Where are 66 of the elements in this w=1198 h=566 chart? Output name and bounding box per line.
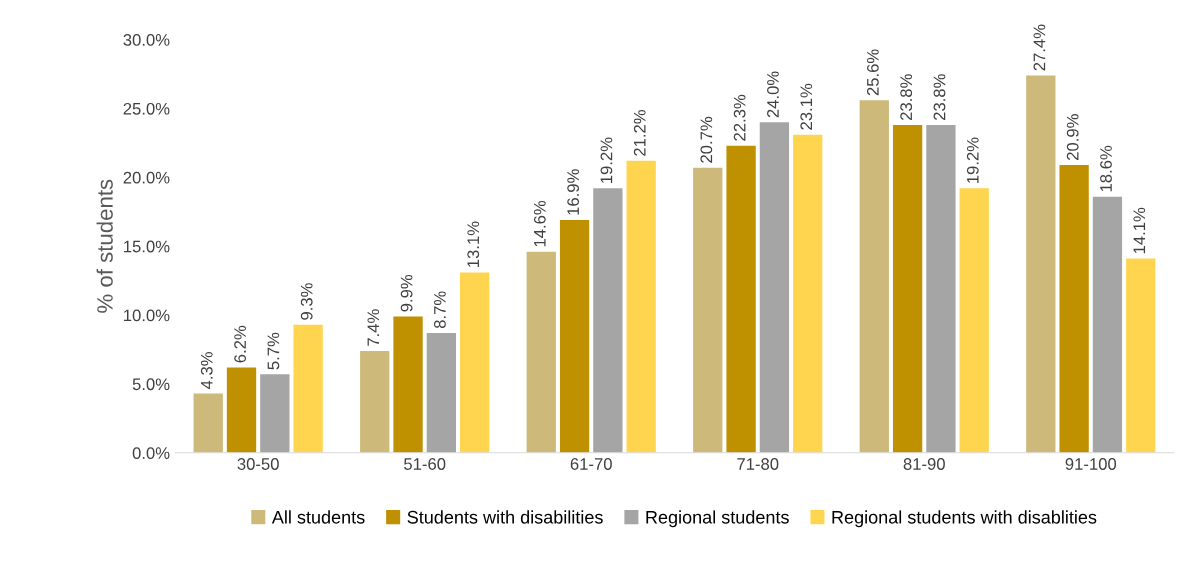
bar [559, 220, 590, 453]
data-label: 18.6% [1100, 145, 1112, 192]
bar [859, 100, 889, 453]
x-tick-label: 30-50 [237, 458, 279, 470]
y-tick-label: 25.0% [123, 102, 170, 115]
bar [293, 324, 323, 453]
legend-label: Students with disabilities [407, 510, 603, 524]
data-label: 24.0% [767, 71, 779, 118]
data-label: 5.7% [267, 332, 280, 370]
bar [593, 188, 623, 453]
bar [526, 251, 556, 453]
bar [1026, 75, 1056, 453]
bar [360, 350, 390, 453]
data-label: 20.9% [1066, 114, 1079, 160]
bar [1059, 164, 1089, 453]
data-label: 22.3% [733, 94, 746, 141]
x-tick-label: 91-100 [1065, 458, 1117, 470]
data-label: 20.7% [700, 116, 713, 163]
bar [260, 374, 290, 453]
bar [693, 167, 723, 453]
data-label: 23.1% [800, 83, 813, 130]
data-label: 16.9% [567, 169, 580, 215]
bar [626, 160, 656, 453]
data-label: 13.1% [467, 221, 480, 267]
data-label: 9.9% [400, 274, 413, 312]
y-tick-label: 15.0% [124, 240, 170, 253]
data-label: 27.4% [1033, 24, 1046, 71]
data-label: 19.2% [966, 137, 979, 183]
data-label: 6.2% [234, 325, 246, 363]
bar [892, 125, 923, 453]
data-label: 7.4% [367, 309, 380, 346]
data-label: 23.8% [933, 74, 946, 121]
bar [226, 367, 257, 453]
y-tick-label: 5.0% [132, 378, 170, 391]
data-label: 8.7% [434, 291, 446, 329]
bar [459, 272, 490, 453]
data-label: 9.3% [300, 283, 313, 320]
y-tick-label: 10.0% [124, 309, 170, 322]
legend-label: All students [271, 510, 365, 524]
legend-label: Regional students [646, 510, 789, 528]
bar [393, 316, 423, 453]
data-label: 14.1% [1133, 207, 1146, 254]
x-tick-label: 51-60 [404, 458, 446, 470]
bar [1092, 196, 1123, 453]
bar [426, 332, 456, 453]
bar [726, 145, 756, 453]
bar [926, 125, 956, 453]
y-axis-title: % of students [96, 179, 113, 313]
y-tick-label: 20.0% [123, 171, 170, 184]
x-tick-label: 71-80 [737, 458, 779, 470]
x-tick-label: 61-70 [570, 458, 612, 470]
bar [193, 393, 223, 453]
data-label: 14.6% [533, 200, 546, 247]
data-label: 21.2% [633, 109, 646, 156]
data-label: 4.3% [200, 352, 213, 390]
data-label: 19.2% [600, 137, 613, 183]
bar [959, 188, 989, 453]
bar [793, 134, 823, 453]
bar [1126, 258, 1156, 453]
y-tick-label: 30.0% [123, 34, 170, 46]
legend-label: Regional students with disablities [832, 510, 1097, 528]
x-tick-label: 81-90 [903, 458, 945, 470]
y-tick-label: 0.0% [132, 447, 170, 459]
data-label: 23.8% [900, 74, 913, 121]
data-label: 25.6% [866, 49, 879, 96]
bar [759, 122, 790, 453]
